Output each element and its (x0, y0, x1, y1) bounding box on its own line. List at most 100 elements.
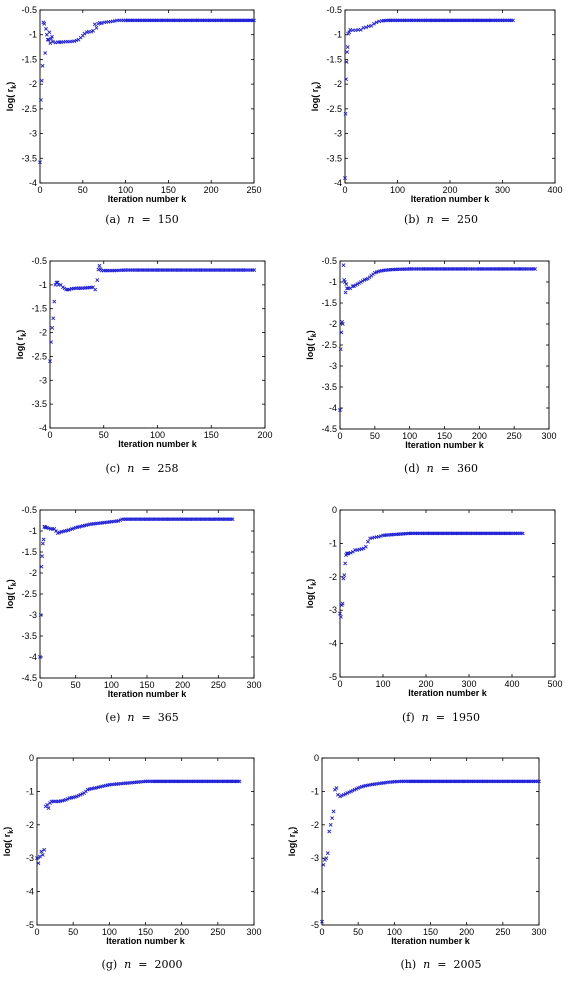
data-point (500, 531, 504, 536)
data-point (426, 779, 430, 784)
data-point (62, 286, 67, 291)
y-axis-label-main: log( r (305, 337, 315, 360)
data-point (511, 779, 516, 784)
data-point (331, 809, 336, 814)
y-tick-label: -3.5 (326, 153, 342, 163)
data-point (410, 779, 414, 784)
data-point (139, 268, 143, 272)
data-point (183, 268, 188, 272)
data-point (146, 517, 151, 522)
data-point (442, 779, 446, 784)
data-point (445, 779, 450, 784)
data-point (421, 779, 426, 784)
data-point (69, 286, 74, 291)
data-point (372, 535, 377, 540)
data-point (369, 273, 374, 278)
data-point (84, 789, 88, 794)
data-point (212, 517, 217, 522)
data-point (102, 20, 107, 25)
x-tick-label: 200 (175, 680, 190, 690)
data-point (39, 849, 44, 854)
data-point (358, 27, 363, 32)
y-tick-label: -2.5 (21, 104, 37, 114)
y-axis-label-main: log( r (5, 88, 15, 111)
x-tick-label: 300 (461, 679, 476, 689)
data-point (199, 18, 203, 23)
data-point (485, 267, 490, 271)
plot-frame (36, 757, 255, 926)
data-point (186, 517, 190, 522)
data-point (149, 779, 153, 784)
data-point (71, 795, 76, 800)
data-point (177, 268, 181, 272)
data-point (434, 779, 438, 784)
data-point (174, 517, 179, 522)
data-point (229, 18, 234, 23)
data-point (355, 548, 360, 552)
data-point (453, 18, 457, 23)
data-point (225, 268, 229, 272)
y-tick-label: -2 (29, 568, 37, 578)
data-point (427, 531, 432, 536)
x-tick-label: 250 (211, 680, 226, 690)
data-point (154, 268, 158, 272)
y-axis-label: log( rk) (305, 579, 318, 608)
data-point (115, 18, 119, 23)
data-point (378, 269, 382, 273)
data-point (500, 267, 504, 271)
data-point (38, 98, 43, 102)
data-point (350, 284, 355, 289)
data-point (225, 517, 230, 522)
data-point (341, 263, 346, 268)
data-point (518, 779, 522, 784)
data-point (242, 18, 247, 23)
x-tick-label: 100 (150, 430, 165, 440)
data-point (473, 779, 477, 784)
data-point (418, 267, 422, 271)
data-point (510, 531, 514, 536)
data-point (371, 21, 376, 26)
data-point (392, 18, 396, 23)
data-point (74, 38, 79, 43)
caption-value: 150 (157, 213, 179, 226)
data-point (430, 531, 435, 536)
data-point (427, 779, 432, 784)
data-point (198, 268, 203, 272)
data-point (140, 268, 145, 272)
data-point (390, 780, 395, 784)
data-point (193, 268, 198, 272)
data-point (515, 531, 520, 536)
y-axis-label-close: ) (305, 330, 315, 333)
data-point (127, 517, 131, 522)
data-point (443, 779, 448, 784)
data-point (403, 531, 408, 536)
data-point (87, 787, 92, 792)
data-point (248, 268, 253, 272)
data-point (152, 779, 157, 784)
y-tick-label: -2.5 (321, 340, 337, 350)
data-point (338, 611, 342, 616)
data-point (176, 779, 181, 784)
data-point (150, 268, 155, 272)
data-point (179, 517, 184, 522)
data-point (56, 282, 61, 287)
data-point (165, 779, 170, 784)
data-point (191, 517, 195, 522)
data-point (183, 18, 188, 23)
data-point (200, 18, 205, 23)
data-point (91, 285, 95, 290)
data-point (338, 794, 343, 799)
caption-value: 2005 (453, 958, 482, 971)
data-point (104, 20, 109, 24)
data-point (215, 517, 220, 522)
data-point (141, 517, 146, 522)
data-point (432, 531, 437, 536)
data-point (161, 517, 166, 522)
data-point (420, 267, 424, 271)
data-point (359, 547, 364, 551)
caption-eq: = (437, 958, 447, 971)
data-point (460, 267, 465, 271)
data-point (86, 522, 90, 527)
data-point (213, 268, 218, 272)
data-point (38, 613, 43, 617)
